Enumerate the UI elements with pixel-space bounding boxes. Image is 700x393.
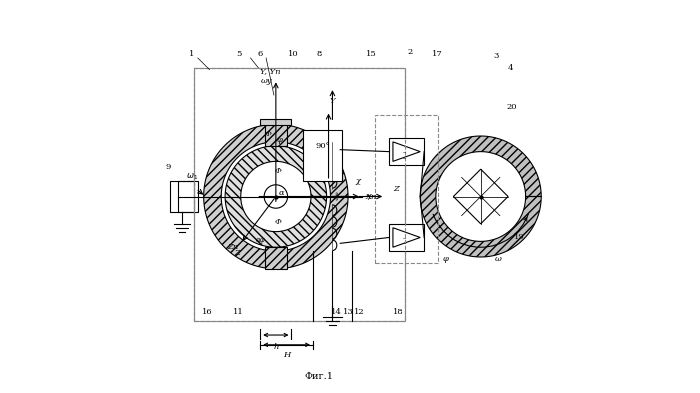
Bar [260, 119, 291, 125]
Polygon shape [225, 146, 327, 247]
Text: 13: 13 [343, 308, 354, 316]
Text: H: H [283, 351, 290, 359]
Text: h: h [273, 343, 279, 351]
Text: $\omega_1$: $\omega_1$ [186, 172, 198, 182]
Text: ~
~: ~ ~ [403, 236, 406, 247]
Bar [194, 68, 405, 321]
Text: α: α [279, 189, 284, 196]
Bar [194, 68, 405, 321]
Bar [194, 68, 405, 321]
Text: ~
~: ~ ~ [403, 150, 406, 161]
Bar [178, 181, 194, 212]
Text: 7: 7 [365, 195, 370, 202]
Text: 20: 20 [507, 103, 517, 111]
Text: Xп: Xп [365, 193, 377, 200]
Text: Φ: Φ [274, 167, 281, 175]
Text: 15: 15 [366, 50, 377, 58]
Text: αφ: αφ [256, 235, 265, 244]
Text: Z: Z [393, 185, 399, 193]
Polygon shape [204, 124, 348, 269]
Bar [265, 247, 286, 269]
Text: φ: φ [442, 255, 449, 263]
Text: 11: 11 [233, 308, 244, 316]
Text: Y: Y [330, 97, 335, 105]
Text: ωy: ωy [260, 77, 272, 85]
Text: 5: 5 [236, 50, 241, 58]
Text: Φ: Φ [274, 218, 281, 226]
Bar [375, 114, 438, 263]
Text: 18: 18 [393, 308, 404, 316]
Text: 19: 19 [514, 233, 525, 241]
Text: χ: χ [355, 177, 360, 185]
Text: 1: 1 [189, 50, 195, 58]
Text: 8: 8 [316, 50, 321, 58]
Polygon shape [420, 136, 541, 257]
Text: 6: 6 [258, 50, 263, 58]
Text: Фиг.1: Фиг.1 [304, 371, 333, 380]
Bar [389, 224, 424, 251]
Text: 4: 4 [508, 64, 512, 72]
Text: ω: ω [495, 255, 502, 263]
Text: Z: Z [234, 249, 240, 257]
Text: 2: 2 [408, 48, 413, 56]
Text: 10: 10 [288, 50, 299, 58]
Text: 90°: 90° [315, 142, 330, 150]
Circle shape [264, 185, 288, 208]
Text: 16: 16 [202, 308, 213, 316]
Text: Zп: Zп [228, 243, 239, 252]
Text: 14: 14 [331, 308, 342, 316]
Bar [389, 138, 424, 165]
Text: Y, Yп: Y, Yп [260, 68, 280, 75]
Text: φ: φ [276, 136, 283, 144]
Text: Φ: Φ [265, 130, 272, 138]
Bar [265, 124, 286, 146]
Bar [171, 181, 198, 212]
Text: 9: 9 [166, 163, 172, 171]
Text: 3: 3 [494, 52, 499, 60]
Text: 12: 12 [354, 308, 365, 316]
Bar [303, 130, 342, 181]
Text: 17: 17 [433, 50, 443, 58]
